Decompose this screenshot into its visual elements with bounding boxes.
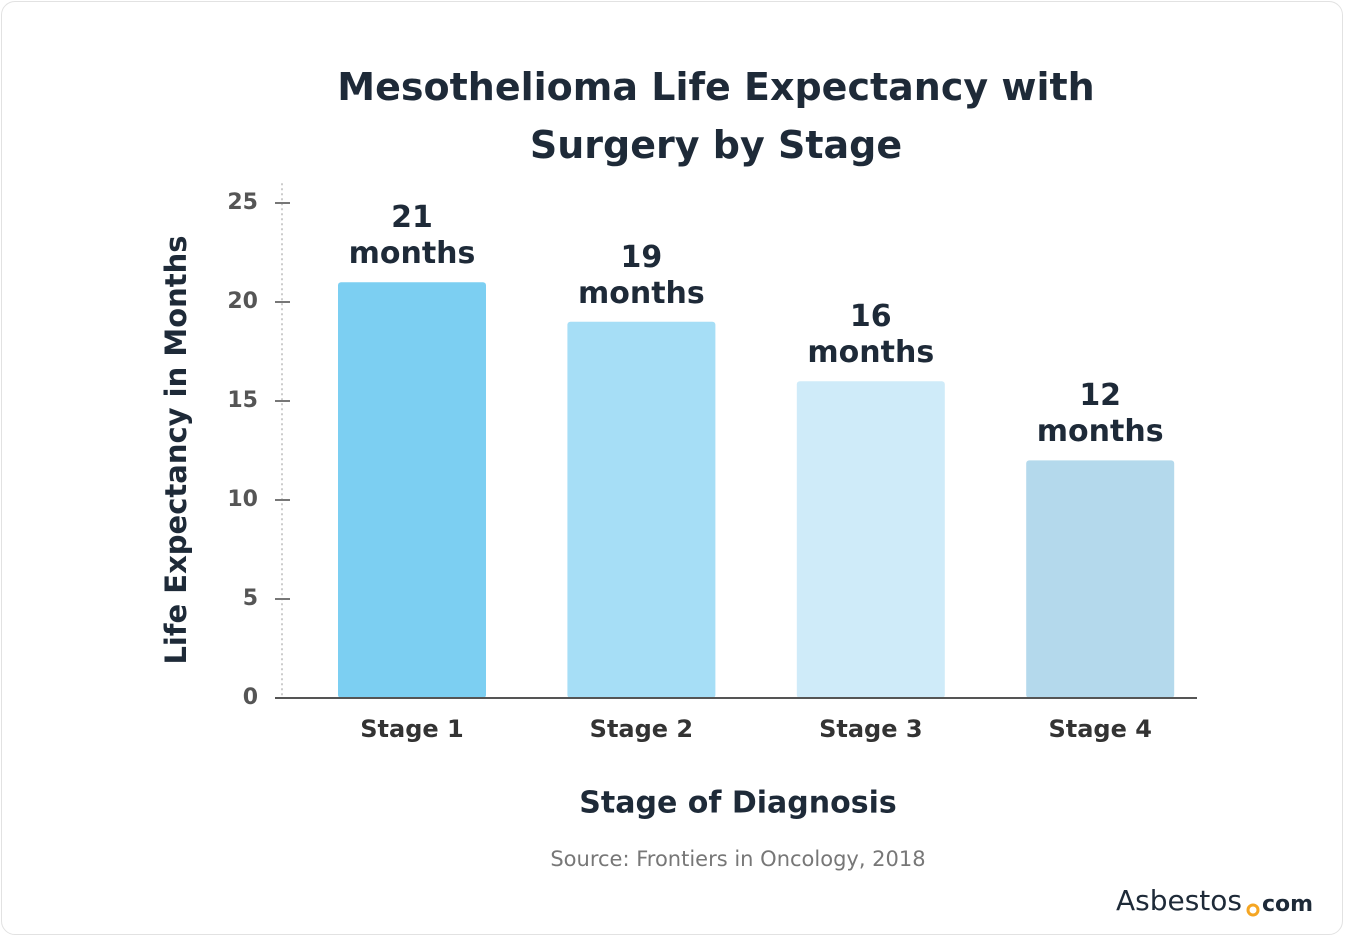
bar [1026,460,1175,698]
y-tick-label: 10 [227,487,258,512]
y-tick-label: 25 [227,190,258,215]
brand-suffix: com [1262,892,1313,917]
chart-title: Mesothelioma Life Expectancy with Surger… [337,65,1095,167]
value-label: 21 months [348,200,476,272]
x-tick-label: Stage 2 [590,715,693,743]
x-tick-label: Stage 3 [819,715,922,743]
bar [567,321,716,698]
brand-name: Asbestos [1116,884,1242,917]
x-axis-label: Stage of Diagnosis [579,786,896,821]
bar [796,381,945,698]
y-axis-label: Life Expectancy in Months [159,235,193,664]
y-tick-label: 5 [243,586,258,611]
y-tick-label: 20 [227,289,258,314]
value-label: 19 months [577,239,705,311]
y-tick-label: 0 [243,685,258,710]
value-label: 16 months [807,299,935,371]
value-label: 12 months [1036,378,1164,450]
bar [338,282,486,698]
y-tick-label: 15 [227,388,258,413]
source: Source: Frontiers in Oncology, 2018 [550,847,925,871]
x-tick-label: Stage 1 [360,715,463,743]
brand-dot [1246,903,1260,917]
x-tick-label: Stage 4 [1048,715,1151,743]
